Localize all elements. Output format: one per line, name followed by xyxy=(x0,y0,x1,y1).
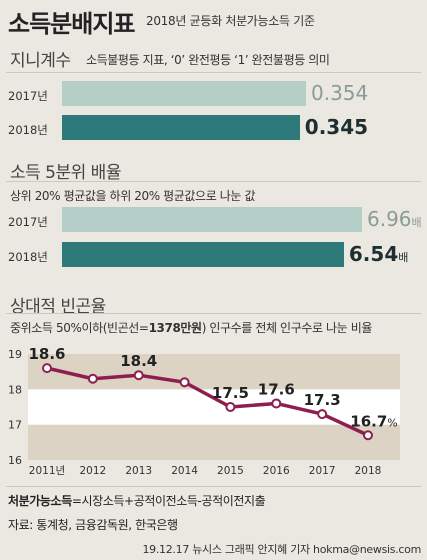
x-tick-label: 2013 xyxy=(125,465,152,477)
gini-value-2018: 0.345 xyxy=(304,115,369,139)
source-note: 자료: 통계청, 금융감독원, 한국은행 xyxy=(8,518,178,532)
ratio-unit: 배 xyxy=(411,216,422,229)
poverty-divider xyxy=(6,313,421,314)
ratio-desc: 상위 20% 평균값을 하위 20% 평균값으로 나눈 값 xyxy=(10,189,256,203)
poverty-line-chart: 19 18 17 16 2011년 2012 2013 2014 2015 2016 2017 201… xyxy=(8,345,400,477)
x-tick-label: 2012 xyxy=(79,465,106,477)
x-tick-label: 2017 xyxy=(309,465,336,477)
data-point xyxy=(271,398,282,409)
data-label: 17.6 xyxy=(258,380,295,398)
x-tick-label: 2015 xyxy=(217,465,244,477)
credit-line: 19.12.17 뉴시스 그래픽 안지혜 기자 hokma@newsis.com xyxy=(142,543,421,556)
gini-divider xyxy=(6,72,421,73)
band-17 xyxy=(28,389,400,425)
ratio-title: 소득 5분위 배율 xyxy=(10,163,121,183)
x-tick-label: 2016 xyxy=(263,465,290,477)
poverty-title: 상대적 빈곤율 xyxy=(10,297,106,317)
poverty-desc: 중위소득 50%이하(빈곤선=1378만원) 인구수를 전체 인구수로 나눈 비… xyxy=(10,321,373,335)
data-point xyxy=(133,370,144,381)
x-tick-label: 2011년 xyxy=(29,465,65,477)
band-18 xyxy=(28,354,400,390)
ratio-value-2018: 6.54배 xyxy=(348,242,409,266)
gini-label-2017: 2017년 xyxy=(8,89,48,103)
y-tick-label: 17 xyxy=(8,419,22,432)
gini-desc: 소득불평등 지표, ‘0’ 완전평등 ‘1’ 완전불평등 의미 xyxy=(86,53,330,67)
ratio-label-2018: 2018년 xyxy=(8,250,48,264)
data-point xyxy=(87,373,98,384)
data-point xyxy=(225,402,236,412)
ratio-label-2017: 2017년 xyxy=(8,215,48,229)
gini-bar-2017 xyxy=(62,81,306,106)
data-point xyxy=(42,363,52,374)
data-label: 17.3 xyxy=(304,391,341,409)
page-title: 소득분배지표 xyxy=(8,10,135,38)
poverty-series-line xyxy=(46,366,369,437)
x-tick-label: 2018 xyxy=(355,465,382,477)
data-label-unit: % xyxy=(387,416,397,429)
ratio-divider xyxy=(6,181,421,182)
y-tick-label: 19 xyxy=(8,348,22,361)
footer-divider xyxy=(6,486,421,487)
data-point xyxy=(317,409,328,420)
band-16 xyxy=(28,424,400,460)
ratio-bar-2018 xyxy=(62,242,344,267)
y-tick-label: 18 xyxy=(8,383,22,396)
ratio-value-2017: 6.96배 xyxy=(367,207,422,231)
page-subtitle: 2018년 균등화 처분가능소득 기준 xyxy=(146,14,315,28)
gini-value-2017: 0.354 xyxy=(311,81,369,105)
x-tick-label: 2014 xyxy=(171,465,198,477)
data-point xyxy=(363,430,373,441)
gini-title: 지니계수 xyxy=(10,51,71,71)
data-label: 16.7% xyxy=(350,412,397,430)
formula-note: 처분가능소득=시장소득+공적이전소득-공적이전지출 xyxy=(8,494,266,508)
gini-label-2018: 2018년 xyxy=(8,123,48,137)
data-label: 18.4 xyxy=(120,352,157,370)
data-label: 18.6 xyxy=(28,345,65,363)
data-point xyxy=(179,377,190,388)
ratio-bar-2017 xyxy=(62,207,362,232)
data-label: 17.5 xyxy=(212,384,249,402)
y-tick-label: 16 xyxy=(8,454,22,467)
ratio-unit: 배 xyxy=(398,251,409,264)
gini-bar-2018 xyxy=(62,115,300,140)
